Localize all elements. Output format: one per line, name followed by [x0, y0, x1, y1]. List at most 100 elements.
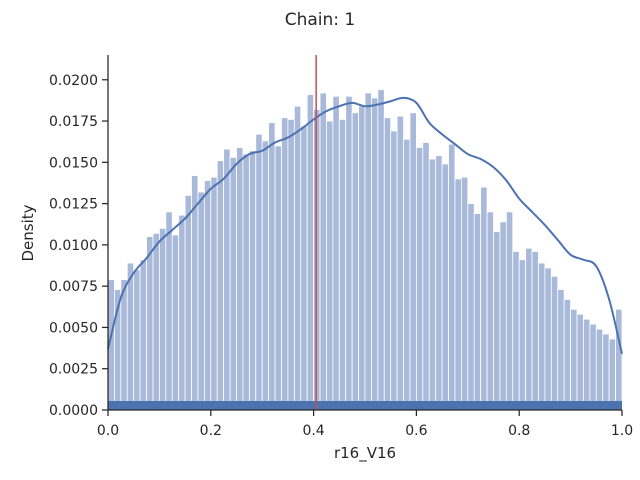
y-tick-label: 0.0200 [49, 73, 98, 89]
histogram-bar [268, 122, 276, 411]
histogram-bar [595, 328, 604, 411]
histogram-bar [589, 323, 597, 411]
y-tick-label: 0.0100 [49, 238, 98, 254]
histogram-bar [165, 211, 173, 411]
histogram-bar [319, 92, 327, 411]
y-tick-label: 0.0000 [49, 403, 98, 419]
histogram-bar [274, 145, 282, 411]
histogram-bar [608, 338, 616, 411]
histogram-bar [184, 194, 192, 411]
y-tick-label: 0.0075 [49, 279, 98, 295]
x-tick-label: 0.6 [405, 423, 427, 439]
histogram-bar [499, 221, 507, 411]
x-axis-label: r16_V16 [334, 444, 396, 463]
histogram-bar [126, 262, 135, 411]
histogram-bar [197, 191, 205, 411]
histogram-bar [550, 275, 559, 411]
y-axis-ticks: 0.0000 0.0025 0.0050 0.0075 0.0100 0.0125 0.01… [49, 73, 108, 419]
histogram-bar [441, 163, 449, 411]
histogram-bar [615, 308, 623, 411]
histogram-bar [351, 112, 359, 411]
x-tick-label: 0.0 [97, 423, 119, 439]
histogram-bar [326, 120, 334, 411]
histogram-bar [242, 153, 250, 411]
histogram-bar [403, 138, 411, 411]
histogram-bar [371, 97, 379, 411]
histogram-bar [171, 234, 180, 411]
histogram-bar [364, 92, 372, 411]
histogram-bar [210, 176, 218, 411]
histogram-bar [390, 130, 398, 411]
histogram-bar [178, 214, 186, 411]
histogram-bar [152, 232, 160, 411]
histogram-bar [563, 298, 571, 411]
histogram-bar [345, 95, 353, 411]
histogram-bar [139, 259, 147, 411]
histogram-bar [428, 158, 437, 411]
histogram-bars [107, 89, 623, 411]
histogram-bar [281, 117, 289, 411]
y-axis-label: Density [19, 204, 37, 261]
histogram-bar [358, 105, 366, 411]
y-tick-label: 0.0050 [49, 320, 98, 336]
histogram-bar [293, 105, 302, 411]
histogram-bar [255, 133, 263, 411]
histogram-bar [120, 279, 128, 411]
histogram-bar [146, 236, 154, 411]
histogram-bar [557, 289, 565, 411]
histogram-bar [505, 211, 514, 411]
rug-band [108, 401, 622, 410]
histogram-bar [544, 267, 552, 411]
histogram-bar [467, 203, 475, 411]
histogram-bar [306, 94, 314, 411]
histogram-bar [223, 148, 231, 411]
histogram-bar [158, 227, 167, 411]
histogram-bar [512, 251, 520, 411]
histogram-bar [525, 247, 533, 411]
histogram-bar [287, 118, 295, 411]
x-tick-label: 0.8 [508, 423, 530, 439]
histogram-bar [415, 147, 424, 411]
figure-title: Chain: 1 [285, 10, 356, 30]
histogram-bar [409, 112, 417, 411]
y-tick-label: 0.0175 [49, 114, 98, 130]
y-tick-label: 0.0150 [49, 155, 98, 171]
histogram-bar [396, 115, 404, 411]
x-tick-label: 1.0 [611, 423, 633, 439]
histogram-bar [300, 125, 308, 411]
y-tick-label: 0.0125 [49, 197, 98, 213]
histogram-bar [229, 156, 237, 411]
histogram-bar [473, 213, 482, 411]
histogram-bar [531, 251, 539, 411]
histogram-bar [248, 150, 257, 411]
histogram-bar [216, 160, 225, 411]
histogram-bar [486, 211, 494, 411]
histogram-bar [518, 259, 527, 411]
histogram-bar [493, 231, 501, 411]
histogram-bar [435, 155, 443, 411]
x-tick-label: 0.2 [200, 423, 222, 439]
histogram-bar [383, 117, 392, 411]
x-tick-label: 0.4 [302, 423, 324, 439]
histogram-bar [332, 95, 340, 411]
y-tick-label: 0.0025 [49, 362, 98, 378]
histogram-bar [576, 313, 584, 411]
histogram-bar [338, 118, 347, 411]
histogram-bar [602, 333, 610, 411]
histogram-bar [422, 142, 430, 411]
histogram-bar [538, 262, 546, 411]
histogram-bar [480, 186, 488, 411]
histogram-bar [460, 176, 469, 411]
histogram-bar [133, 269, 141, 411]
rug-strip [108, 401, 622, 410]
histogram-bar [236, 147, 244, 411]
histogram-bar [261, 140, 270, 411]
x-axis-ticks: 0.0 0.2 0.4 0.6 0.8 1.0 [97, 410, 633, 439]
histogram-bar [570, 308, 578, 411]
histogram-bar [454, 178, 462, 411]
histogram-bar [448, 143, 456, 411]
kde-curve [107, 96, 623, 355]
histogram-bar [203, 180, 212, 411]
histogram-bar [583, 318, 591, 411]
